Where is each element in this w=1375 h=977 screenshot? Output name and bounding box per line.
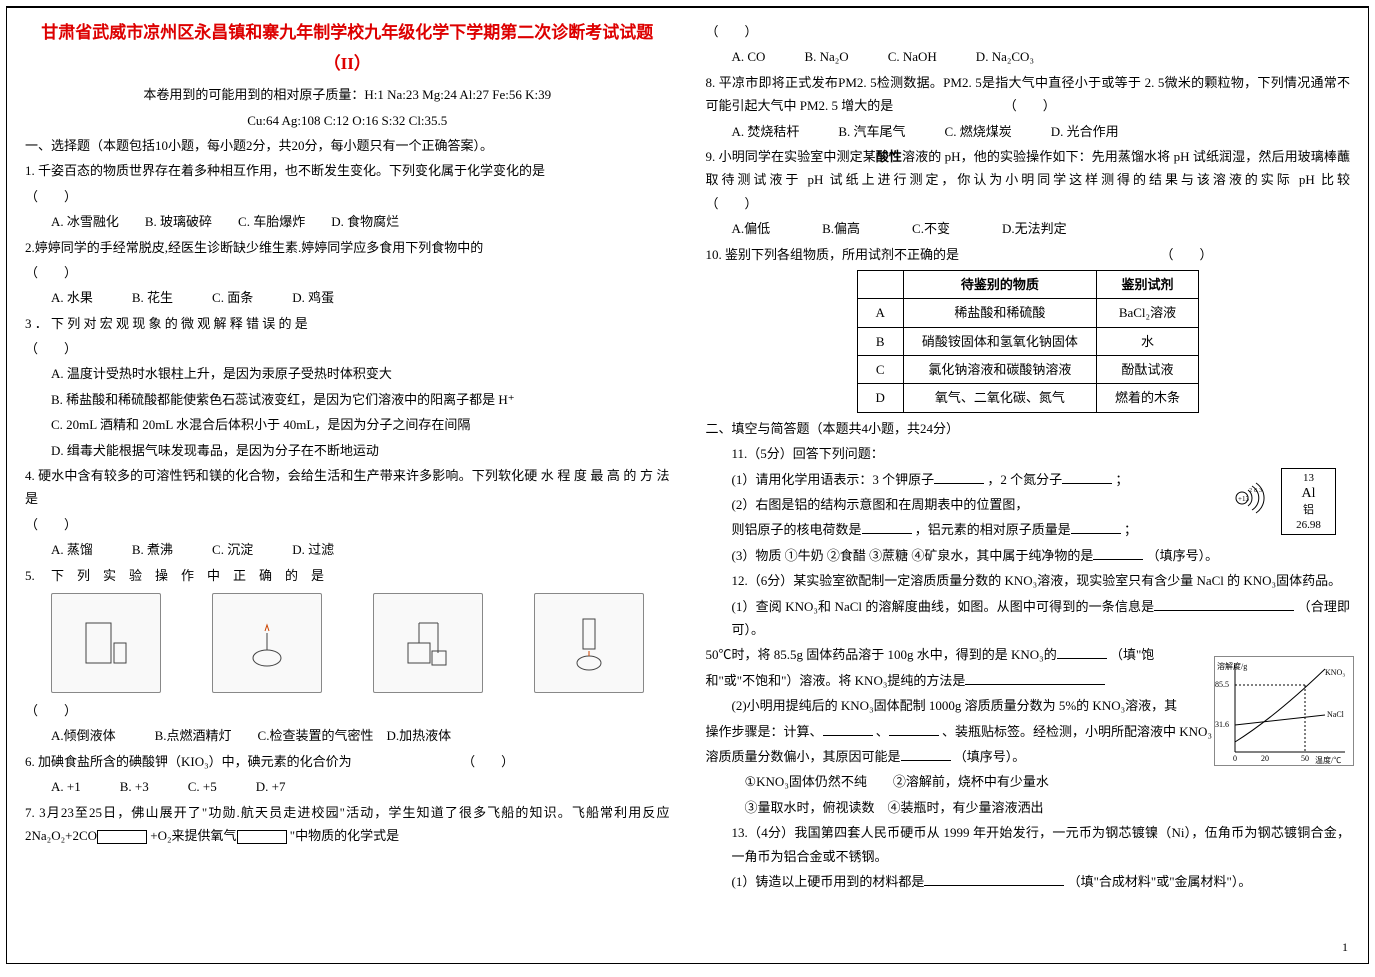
blank — [1062, 483, 1112, 484]
img-pour — [51, 593, 161, 693]
blank — [1093, 559, 1143, 560]
svg-text:8: 8 — [1254, 488, 1257, 494]
al-periodic-card: 13 Al 铝 26.98 — [1281, 468, 1336, 535]
svg-text:溶解度/g: 溶解度/g — [1217, 661, 1247, 671]
q11-p3: (3）物质 ①牛奶 ②食醋 ③蔗糖 ④矿泉水，其中属于纯净物的是 （填序号）。 — [732, 544, 1351, 567]
q3-a: A. 温度计受热时水银柱上升，是因为汞原子受热时体积变大 — [51, 362, 670, 385]
q3-b: B. 稀盐酸和稀硫酸都能使紫色石蕊试液变红，是因为它们溶液中的阳离子都是 H⁺ — [51, 388, 670, 411]
table-row: D氧气、二氧化碳、氮气燃着的木条 — [857, 384, 1198, 412]
svg-text:31.6: 31.6 — [1215, 720, 1229, 729]
q2-opts: A. 水果 B. 花生 C. 面条 D. 鸡蛋 — [51, 286, 670, 309]
q4-blank: （ ） — [25, 513, 670, 536]
q8-opts: A. 焚烧秸杆 B. 汽车尾气 C. 燃烧煤炭 D. 光合作用 — [732, 120, 1351, 143]
svg-text:50: 50 — [1301, 754, 1309, 763]
q1-blank: （ ） — [25, 185, 670, 208]
q9-opts: A.偏低 B.偏高 C.不变 D.无法判定 — [732, 217, 1351, 240]
q9-t1: 9. 小明同学在实验室中测定某 — [706, 149, 876, 164]
table-row: C氯化钠溶液和碳酸钠溶液酚酞试液 — [857, 356, 1198, 384]
q5-images — [25, 593, 670, 693]
blank — [862, 533, 912, 534]
al-mass: 26.98 — [1284, 518, 1333, 532]
q12-p1: (1）查阅 KNO₃和 NaCl 的溶解度曲线，如图。从图中可得到的一条信息是 … — [732, 595, 1351, 642]
blank — [965, 684, 1105, 685]
svg-text:20: 20 — [1261, 754, 1269, 763]
svg-text:温度/℃: 温度/℃ — [1315, 755, 1341, 765]
blank — [823, 735, 873, 736]
q5-opts: A.倾倒液体 B.点燃酒精灯 C.检查装置的气密性 D.加热液体 — [51, 724, 670, 747]
svg-text:KNO₃: KNO₃ — [1325, 668, 1345, 677]
q10-table: 待鉴别的物质鉴别试剂 A稀盐酸和稀硫酸BaCl₂溶液 B硝酸铵固体和氢氧化钠固体… — [857, 270, 1199, 413]
q6-stem: 6. 加碘食盐所含的碘酸钾（KIO₃）中，碘元素的化合价为 （ ） — [25, 750, 670, 773]
blank — [1071, 533, 1121, 534]
q5-blank: （ ） — [25, 699, 670, 722]
q13-p1: (1）铸造以上硬币用到的材料都是 （填"合成材料"或"金属材料"）。 — [732, 870, 1351, 893]
section2-title: 二、填空与简答题（本题共4小题，共24分） — [706, 417, 1351, 440]
q8-stem: 8. 平凉市即将正式发布PM2. 5检测数据。PM2. 5是指大气中直径小于或等… — [706, 71, 1351, 118]
blank — [1057, 658, 1107, 659]
al-sym: Al — [1284, 485, 1333, 503]
q7-text2: +O₂来提供氧气 — [150, 828, 236, 843]
img-heat — [534, 593, 644, 693]
q11-p2b: 则铝原子的核电荷数是 ，铝元素的相对原子质量是 ； — [732, 518, 1351, 541]
img-lamp — [212, 593, 322, 693]
q7-box2 — [237, 830, 287, 844]
blank — [889, 735, 939, 736]
al-name: 铝 — [1284, 503, 1333, 517]
svg-text:2: 2 — [1249, 488, 1252, 494]
svg-text:3: 3 — [1259, 488, 1262, 494]
q12-o1: ①KNO₃固体仍然不纯 ②溶解前，烧杯中有少量水 — [745, 770, 1351, 793]
al-num: 13 — [1284, 471, 1333, 485]
q10-th1: 待鉴别的物质 — [903, 270, 1096, 298]
q13-head: 13.（4分）我国第四套人民币硬币从 1999 年开始发行，一元币为钢芯镀镍（N… — [732, 821, 1351, 868]
q4-opts: A. 蒸馏 B. 煮沸 C. 沉淀 D. 过滤 — [51, 538, 670, 561]
solubility-chart: 溶解度/g 温度/℃ KNO₃ NaCl 85.5 31.6 0 20 50 — [1214, 656, 1354, 766]
q9-stem: 9. 小明同学在实验室中测定某酸性溶液的 pH，他的实验操作如下：先用蒸馏水将 … — [706, 145, 1351, 215]
blank — [901, 760, 951, 761]
q3-stem: 3 ． 下 列 对 宏 观 现 象 的 微 观 解 释 错 误 的 是 — [25, 312, 670, 335]
q7-blank: （ ） — [706, 20, 1351, 43]
atomic-mass-line2: Cu:64 Ag:108 C:12 O:16 S:32 Cl:35.5 — [25, 109, 670, 132]
table-row: B硝酸铵固体和氢氧化钠固体水 — [857, 327, 1198, 355]
q3-c: C. 20mL 酒精和 20mL 水混合后体积小于 40mL，是因为分子之间存在… — [51, 413, 670, 436]
q7-stem: 7. 3月23至25日，佛山展开了"功勋.航天员走进校园"活动，学生知道了很多飞… — [25, 801, 670, 848]
blank — [934, 483, 984, 484]
q3-blank: （ ） — [25, 337, 670, 360]
blank — [1154, 610, 1294, 611]
q7-opts: A. CO B. Na₂O C. NaOH D. Na₂CO₃ — [732, 45, 1351, 68]
q10-th2: 鉴别试剂 — [1096, 270, 1198, 298]
img-airtight — [373, 593, 483, 693]
q7-box1 — [97, 830, 147, 844]
q2-stem: 2.婷婷同学的手经常脱皮,经医生诊断缺少维生素.婷婷同学应多食用下列食物中的 — [25, 236, 670, 259]
q7-text3: "中物质的化学式是 — [290, 828, 399, 843]
q6-opts: A. +1 B. +3 C. +5 D. +7 — [51, 775, 670, 798]
q1-stem: 1. 千姿百态的物质世界存在着多种相互作用，也不断发生变化。下列变化属于化学变化… — [25, 159, 670, 182]
table-row: A稀盐酸和稀硫酸BaCl₂溶液 — [857, 299, 1198, 327]
blank — [924, 885, 1064, 886]
q2-blank: （ ） — [25, 261, 670, 284]
al-structure-icon: +13 2 8 3 — [1228, 478, 1268, 518]
q12-o2: ③量取水时，俯视读数 ④装瓶时，有少量溶液洒出 — [745, 796, 1351, 819]
q12-head: 12.（6分）某实验室欲配制一定溶质质量分数的 KNO₃溶液，现实验室只有含少量… — [732, 569, 1351, 592]
q10-stem: 10. 鉴别下列各组物质，所用试剂不正确的是 （ ） — [706, 243, 1351, 266]
page-number: 1 — [1342, 937, 1348, 959]
svg-text:0: 0 — [1233, 754, 1237, 763]
exam-title: 甘肃省武威市凉州区永昌镇和寨九年制学校九年级化学下学期第二次诊断考试试题（II） — [25, 18, 670, 79]
section1-title: 一、选择题（本题包括10小题，每小题2分，共20分，每小题只有一个正确答案）。 — [25, 134, 670, 157]
q11-head: 11.（5分）回答下列问题： — [732, 442, 1351, 465]
q4-stem: 4. 硬水中含有较多的可溶性钙和镁的化合物，会给生活和生产带来许多影响。下列软化… — [25, 464, 670, 511]
q5-stem: 5. 下 列 实 验 操 作 中 正 确 的 是 — [25, 564, 670, 587]
chart-svg: 溶解度/g 温度/℃ KNO₃ NaCl 85.5 31.6 0 20 50 — [1215, 657, 1355, 767]
q1-opts: A. 冰雪融化 B. 玻璃破碎 C. 车胎爆炸 D. 食物腐烂 — [51, 210, 670, 233]
svg-text:+13: +13 — [1238, 495, 1249, 503]
right-column: （ ） A. CO B. Na₂O C. NaOH D. Na₂CO₃ 8. 平… — [688, 8, 1369, 963]
q9-bold: 酸性 — [876, 149, 902, 164]
q3-d: D. 缉毒犬能根据气味发现毒品，是因为分子在不断地运动 — [51, 439, 670, 462]
left-column: 甘肃省武威市凉州区永昌镇和寨九年制学校九年级化学下学期第二次诊断考试试题（II）… — [7, 8, 688, 963]
svg-text:NaCl: NaCl — [1327, 710, 1345, 719]
svg-text:85.5: 85.5 — [1215, 680, 1229, 689]
atomic-mass-line1: 本卷用到的可能用到的相对原子质量：H:1 Na:23 Mg:24 Al:27 F… — [25, 83, 670, 106]
